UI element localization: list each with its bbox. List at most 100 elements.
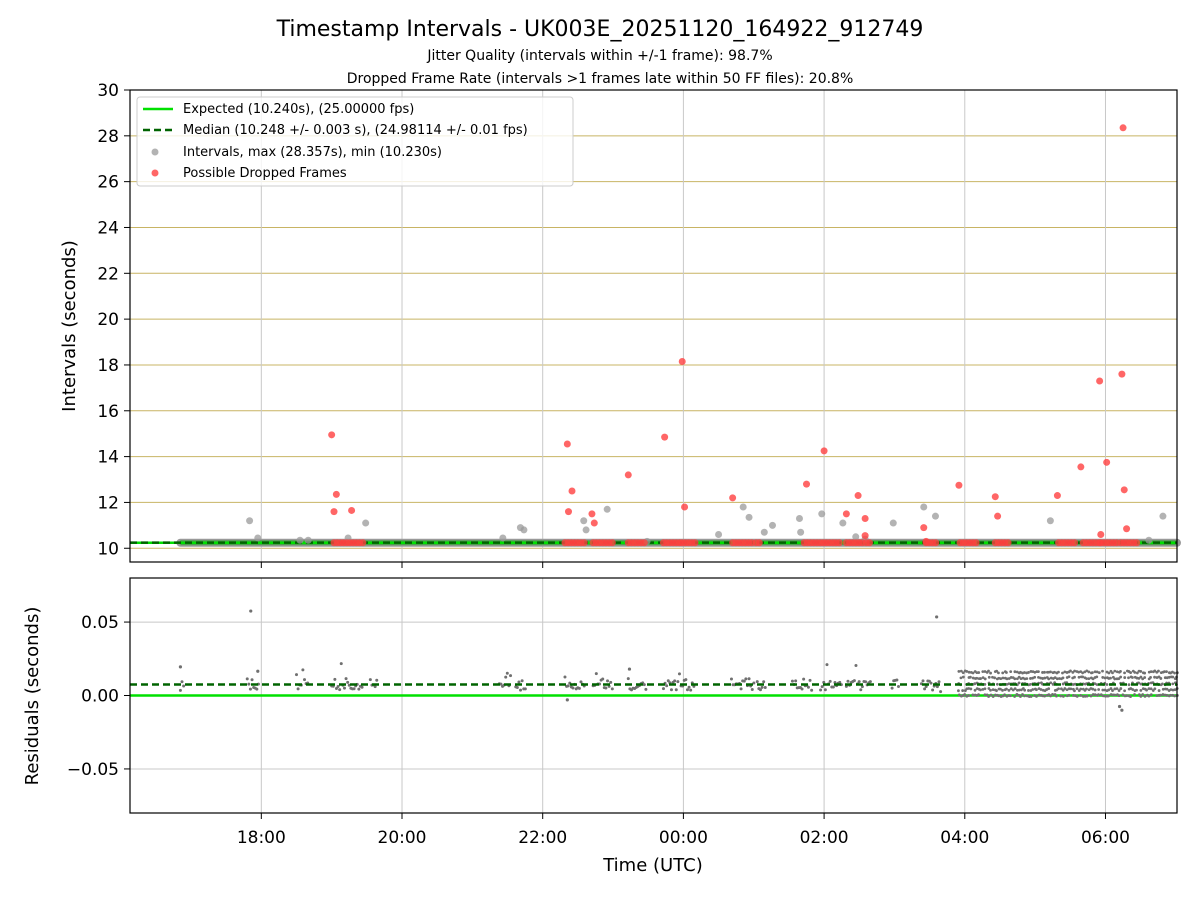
residual-point: [606, 679, 610, 683]
dropped-frame-point: [1077, 463, 1085, 471]
residual-point: [1009, 687, 1013, 691]
dropped-frame-point: [332, 490, 340, 498]
dropped-frame-point: [640, 539, 648, 547]
residual-point: [1073, 675, 1076, 679]
residual-point: [989, 688, 992, 692]
y-tick-label: −0.05: [67, 760, 119, 780]
interval-point: [797, 528, 805, 536]
residual-point: [961, 689, 965, 692]
residual-point: [763, 686, 767, 690]
residual-point: [1005, 677, 1009, 681]
residual-point: [1079, 687, 1083, 691]
residual-point: [794, 679, 798, 683]
x-tick-label: 04:00: [940, 828, 989, 848]
residual-point: [937, 680, 941, 684]
residual-point: [1129, 671, 1133, 674]
residual-point: [1075, 694, 1079, 698]
residual-point: [1097, 671, 1101, 675]
residual-point: [245, 677, 249, 681]
residual-point: [825, 663, 829, 667]
residual-point: [1023, 671, 1026, 674]
residual-point: [979, 688, 982, 692]
residual-point: [1115, 670, 1119, 674]
residual-point: [1173, 688, 1177, 692]
residual-point: [1131, 688, 1135, 691]
residual-point: [1093, 670, 1097, 674]
residual-point: [1047, 687, 1051, 691]
residual-point: [1091, 671, 1094, 675]
dropped-frame-point: [972, 539, 980, 547]
residual-point: [1065, 688, 1069, 692]
residual-point: [1081, 671, 1085, 675]
dropped-frame-point: [1120, 486, 1128, 494]
residual-point: [373, 685, 377, 689]
dropped-frame-point: [1071, 539, 1079, 547]
residual-point: [1105, 683, 1109, 686]
residual-point: [1161, 687, 1165, 691]
residual-outlier-point: [249, 609, 253, 613]
residual-point: [1043, 676, 1047, 680]
interval-point: [1159, 512, 1167, 520]
residual-point: [747, 677, 751, 681]
residual-point: [975, 676, 979, 680]
dropped-frame-point: [991, 493, 999, 501]
dropped-frame-point: [803, 480, 811, 488]
y-tick-label: 12: [97, 493, 119, 513]
residual-point: [1007, 688, 1011, 692]
residual-point: [959, 669, 963, 673]
residual-outlier-point: [178, 665, 183, 669]
residual-point: [1029, 682, 1032, 686]
residual-point: [1099, 693, 1103, 697]
residual-point: [822, 680, 826, 684]
residual-point: [758, 688, 762, 692]
dropped-frame-point: [932, 539, 940, 547]
residual-point: [1107, 694, 1110, 698]
residual-point: [1101, 694, 1105, 698]
residual-point: [987, 695, 990, 698]
residual-point: [1127, 683, 1131, 687]
interval-point: [603, 505, 611, 513]
residual-point: [1173, 671, 1176, 675]
residual-point: [248, 687, 252, 691]
residual-point: [939, 690, 943, 694]
residual-point: [1123, 671, 1126, 675]
residual-point: [800, 687, 804, 691]
residual-point: [368, 678, 372, 682]
residual-point: [1069, 687, 1073, 691]
dropped-frame-point: [866, 539, 874, 547]
residual-point: [577, 686, 581, 690]
residual-point: [1139, 675, 1143, 679]
residual-point: [1119, 687, 1123, 690]
interval-point: [920, 503, 928, 511]
dropped-frame-point: [1133, 539, 1141, 547]
residual-point: [973, 688, 977, 692]
dropped-frame-point: [729, 494, 737, 502]
dropped-frame-point: [1123, 525, 1131, 533]
residual-point: [1095, 683, 1099, 687]
residual-point: [1157, 689, 1161, 692]
residual-point: [923, 687, 927, 691]
dropped-frame-point: [691, 539, 699, 547]
residual-point: [828, 679, 832, 683]
residual-point: [1097, 688, 1101, 691]
legend-dropped-label: Possible Dropped Frames: [183, 166, 347, 181]
x-tick-label: 06:00: [1081, 828, 1130, 848]
residual-point: [1159, 693, 1162, 697]
chart-title: Timestamp Intervals - UK003E_20251120_16…: [276, 17, 924, 42]
dropped-frame-point: [624, 471, 632, 479]
residual-point: [806, 685, 810, 689]
residual-point: [1109, 693, 1113, 696]
residual-point: [1089, 694, 1093, 698]
residual-point: [1113, 687, 1117, 691]
residual-point: [1143, 671, 1147, 675]
residual-point: [342, 686, 346, 690]
residual-point: [566, 684, 570, 688]
residual-point: [929, 681, 933, 685]
residual-point: [1037, 693, 1041, 697]
residual-point: [1119, 675, 1123, 679]
residual-point: [846, 679, 850, 683]
residual-point: [1117, 689, 1121, 692]
residual-point: [1027, 671, 1030, 674]
residual-point: [1031, 688, 1035, 691]
residual-point: [1139, 670, 1143, 673]
